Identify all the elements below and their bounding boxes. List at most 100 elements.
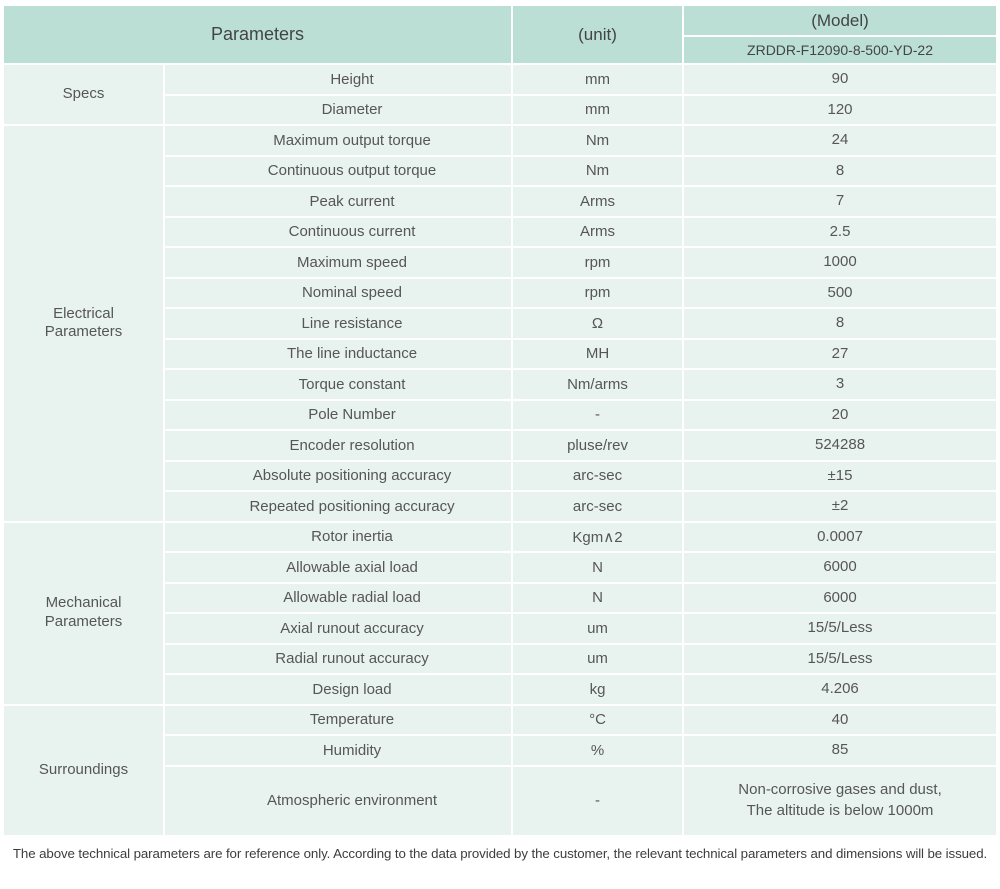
param-value-cell: ±15 (684, 461, 997, 490)
param-value-cell: 15/5/Less (684, 644, 997, 673)
param-unit-cell: °C (513, 705, 683, 734)
spec-table-header: Parameters (unit) (Model) ZRDDR-F12090-8… (4, 6, 997, 63)
table-row: Diameter mm 120 (4, 95, 997, 124)
table-row: Specs Height mm 90 (4, 65, 997, 124)
param-value-cell: 7 (684, 187, 997, 216)
param-value-cell: 2.5 (684, 217, 997, 246)
table-row: Repeated positioning accuracy arc-sec ±2 (4, 492, 997, 521)
param-unit-cell: Arms (513, 187, 683, 216)
param-unit-cell: mm (513, 95, 683, 124)
table-row: Surroundings Temperature °C 40 (4, 705, 997, 835)
param-value-cell: 40 (684, 705, 997, 734)
model-header: (Model) (684, 6, 997, 35)
table-row: Continuous current Arms 2.5 (4, 217, 997, 246)
param-name-cell: Diameter (165, 95, 512, 124)
param-name-cell: Maximum output torque (165, 126, 512, 155)
table-row: Pole Number -20 (4, 400, 997, 429)
param-name-cell: Allowable axial load (165, 553, 512, 582)
param-unit-cell: um (513, 614, 683, 643)
section-label-text: Electrical Parameters (44, 304, 123, 341)
param-unit-cell: Nm (513, 126, 683, 155)
header-row-1: Parameters (unit) (Model) (4, 6, 997, 63)
section-label-text: Surroundings (38, 760, 129, 778)
unit-header: (unit) (513, 6, 683, 63)
param-unit-cell: Kgm∧2 (513, 522, 683, 551)
table-row: Nominal speed rpm 500 (4, 278, 997, 307)
section-label-specs: Specs (4, 65, 163, 124)
table-row: Torque constant Nm/arms 3 (4, 370, 997, 399)
param-value-cell: 15/5/Less (684, 614, 997, 643)
param-name-cell: Nominal speed (165, 278, 512, 307)
table-row: Mechanical Parameters Rotor inertia Kgm∧2 0… (4, 522, 997, 704)
param-name-cell: Torque constant (165, 370, 512, 399)
param-value-cell: 4.206 (684, 675, 997, 704)
section-label-text: Specs (62, 85, 105, 103)
param-value-cell: 20 (684, 400, 997, 429)
param-name-cell: Temperature (165, 705, 512, 734)
param-name-cell: Repeated positioning accuracy (165, 492, 512, 521)
param-unit-cell: Nm/arms (513, 370, 683, 399)
param-unit-cell: Ω (513, 309, 683, 338)
param-unit-cell: Arms (513, 217, 683, 246)
table-row: The line inductance MH 27 (4, 339, 997, 368)
param-unit-cell: - (513, 766, 683, 835)
table-row: Encoder resolution pluse/rev 524288 (4, 431, 997, 460)
parameters-header: Parameters (4, 6, 512, 63)
param-value-cell: 0.0007 (684, 522, 997, 551)
param-unit-cell: rpm (513, 278, 683, 307)
spec-table-body: Specs Height mm 90 Diameter mm 120 Electrical P… (4, 65, 997, 835)
table-row: Absolute positioning accuracy arc-sec ±15 (4, 461, 997, 490)
param-unit-cell: MH (513, 339, 683, 368)
param-name-cell: Radial runout accuracy (165, 644, 512, 673)
table-row: Axial runout accuracy um 15/5/Less (4, 614, 997, 643)
param-value-cell: 90 (684, 65, 997, 94)
param-unit-cell: mm (513, 65, 683, 94)
param-name-cell: Axial runout accuracy (165, 614, 512, 643)
param-unit-cell: - (513, 400, 683, 429)
param-unit-cell: arc-sec (513, 492, 683, 521)
table-row: Allowable radial load N 6000 (4, 583, 997, 612)
param-unit-cell: kg (513, 675, 683, 704)
section-label-text: Mechanical Parameters (44, 594, 123, 630)
param-name-cell: Humidity (165, 736, 512, 765)
param-name-cell: Absolute positioning accuracy (165, 461, 512, 490)
header-row-2: ZRDDR-F12090-8-500-YD-22 (4, 37, 997, 63)
param-unit-cell: rpm (513, 248, 683, 277)
spec-table: Parameters (unit) (Model) ZRDDR-F12090-8… (2, 4, 998, 837)
footer-note: The above technical parameters are for r… (12, 845, 988, 861)
section-label-electrical-parameters: Electrical Parameters (4, 126, 163, 521)
param-value-cell: Non-corrosive gases and dust, The altitu… (684, 766, 997, 835)
param-name-cell: The line inductance (165, 339, 512, 368)
param-value-cell: 8 (684, 309, 997, 338)
table-row: Humidity% 85 (4, 736, 997, 765)
param-name-cell: Atmospheric environment (165, 766, 512, 835)
param-value-cell: 8 (684, 156, 997, 185)
param-value-cell: 524288 (684, 431, 997, 460)
param-value-cell: 3 (684, 370, 997, 399)
table-row: Electrical Parameters Maximum output torq… (4, 126, 997, 521)
param-unit-cell: N (513, 583, 683, 612)
param-name-cell: Pole Number (165, 400, 512, 429)
param-unit-cell: % (513, 736, 683, 765)
param-name-cell: Peak current (165, 187, 512, 216)
param-name-cell: Continuous output torque (165, 156, 512, 185)
param-unit-cell: N (513, 553, 683, 582)
param-unit-cell: arc-sec (513, 461, 683, 490)
param-value-cell: 1000 (684, 248, 997, 277)
table-row: Atmospheric environment - Non-corrosive ga… (4, 766, 997, 835)
param-unit-cell: Nm (513, 156, 683, 185)
table-row: Radial runout accuracy um 15/5/Less (4, 644, 997, 673)
table-row: Allowable axial load N 6000 (4, 553, 997, 582)
param-value-cell: 27 (684, 339, 997, 368)
param-unit-cell: pluse/rev (513, 431, 683, 460)
table-row: Design load kg 4.206 (4, 675, 997, 704)
param-unit-cell: um (513, 644, 683, 673)
section-label-surroundings: Surroundings (4, 705, 163, 835)
param-value-cell: ±2 (684, 492, 997, 521)
param-value-cell: 24 (684, 126, 997, 155)
table-row: Maximum speed rpm 1000 (4, 248, 997, 277)
table-row: Line resistance Ω 8 (4, 309, 997, 338)
table-row: Peak current Arms 7 (4, 187, 997, 216)
param-value-cell: 85 (684, 736, 997, 765)
param-name-cell: Maximum speed (165, 248, 512, 277)
